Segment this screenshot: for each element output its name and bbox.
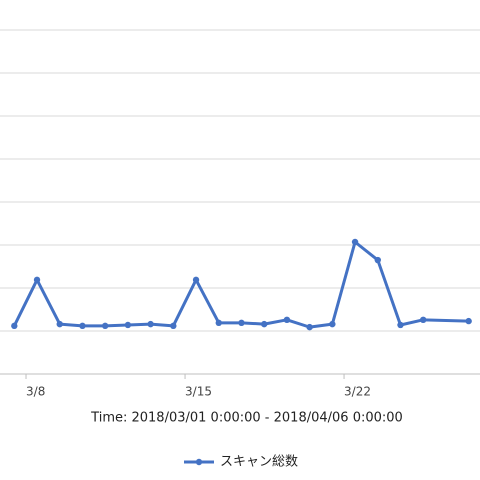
data-point <box>124 321 132 329</box>
data-point <box>420 316 427 324</box>
data-point <box>329 320 336 328</box>
x-tick-label: 3/22 <box>344 385 371 399</box>
data-point <box>170 322 177 330</box>
x-tick-label: 3/8 <box>26 385 45 399</box>
x-axis-title: Time: 2018/03/01 0:00:00 - 2018/04/06 0:… <box>90 411 403 426</box>
data-point <box>465 317 472 325</box>
series-line <box>12 240 469 329</box>
legend-label: スキャン総数 <box>220 455 298 470</box>
data-point <box>11 322 18 330</box>
x-tick-label: 3/15 <box>185 385 212 399</box>
data-point <box>397 321 404 329</box>
data-point <box>56 320 63 328</box>
legend-marker <box>195 458 203 466</box>
data-point <box>260 320 268 328</box>
data-point <box>101 322 109 330</box>
data-point <box>351 238 359 246</box>
data-point <box>374 256 381 264</box>
data-point <box>33 276 41 284</box>
data-point <box>238 319 245 327</box>
data-point <box>283 316 291 324</box>
data-point <box>192 276 200 284</box>
data-point <box>147 320 154 328</box>
data-point <box>306 323 313 331</box>
data-point <box>79 322 86 330</box>
data-point <box>215 319 222 327</box>
